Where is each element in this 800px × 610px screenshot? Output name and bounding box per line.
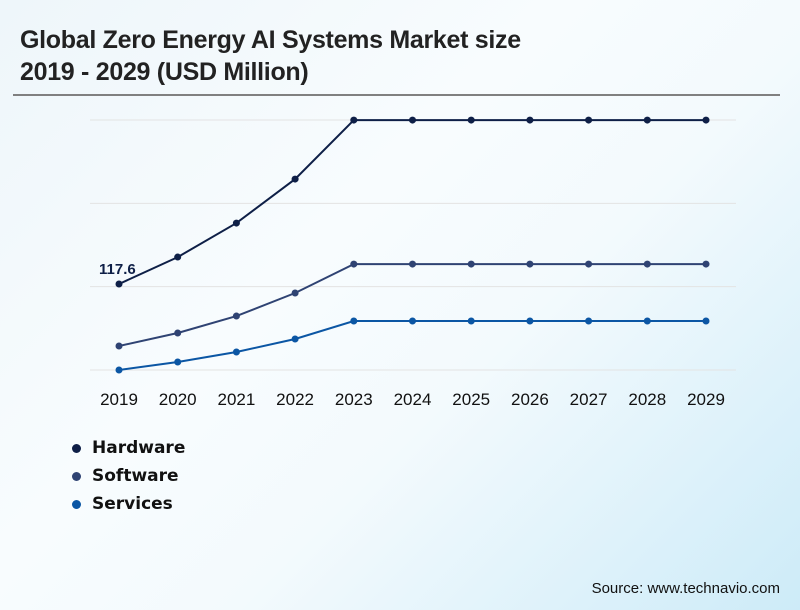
legend-item-services: Services xyxy=(72,490,185,518)
series-lines xyxy=(118,119,706,371)
data-point-services-2028 xyxy=(643,317,651,325)
data-point-services-2022 xyxy=(291,335,299,343)
series-line-software xyxy=(118,263,706,347)
data-point-software-2025 xyxy=(467,260,475,268)
data-point-hardware-2027 xyxy=(585,116,593,124)
x-tick-label: 2021 xyxy=(217,390,255,409)
data-point-services-2027 xyxy=(585,317,593,325)
data-point-hardware-2022 xyxy=(291,175,299,183)
data-point-services-2023 xyxy=(350,317,358,325)
chart-title: Global Zero Energy AI Systems Market siz… xyxy=(20,24,521,88)
legend-item-software: Software xyxy=(72,462,185,490)
data-point-software-2019 xyxy=(115,342,123,350)
data-point-software-2027 xyxy=(585,260,593,268)
source-note: Source: www.technavio.com xyxy=(591,580,780,597)
series-points xyxy=(115,116,710,374)
data-point-services-2019 xyxy=(115,366,123,374)
data-label: 117.6 xyxy=(99,261,136,278)
annotations: 117.6 xyxy=(99,261,136,278)
data-point-software-2020 xyxy=(174,329,182,337)
data-point-hardware-2020 xyxy=(174,253,182,261)
legend-marker-icon xyxy=(72,499,81,509)
data-point-services-2026 xyxy=(526,317,534,325)
gridlines xyxy=(90,119,736,371)
legend-item-hardware: Hardware xyxy=(72,434,185,462)
legend-label: Software xyxy=(92,466,179,486)
x-tick-label: 2029 xyxy=(687,390,725,409)
data-point-software-2026 xyxy=(526,260,534,268)
x-tick-label: 2019 xyxy=(100,390,138,409)
data-point-software-2022 xyxy=(291,289,299,297)
data-point-hardware-2021 xyxy=(232,219,240,227)
legend-marker-icon xyxy=(72,443,81,453)
series-line-services xyxy=(118,320,706,371)
x-axis-ticks: 2019 2020 2021 2022 2023 2024 2025 2026 2027 2028… xyxy=(100,390,725,409)
data-point-hardware-2028 xyxy=(643,116,651,124)
title-divider xyxy=(13,94,780,96)
legend: Hardware Software Services xyxy=(72,434,185,518)
data-point-services-2025 xyxy=(467,317,475,325)
data-point-services-2029 xyxy=(702,317,710,325)
data-point-software-2023 xyxy=(350,260,358,268)
legend-marker-icon xyxy=(72,471,81,481)
data-point-services-2021 xyxy=(232,348,240,356)
data-point-hardware-2023 xyxy=(350,116,358,124)
series-line-hardware xyxy=(118,119,706,285)
data-point-hardware-2026 xyxy=(526,116,534,124)
data-point-software-2024 xyxy=(409,260,416,268)
chart-title-line2: 2019 - 2029 (USD Million) xyxy=(20,58,309,86)
x-tick-label: 2027 xyxy=(570,390,608,409)
x-tick-label: 2023 xyxy=(335,390,373,409)
data-point-services-2020 xyxy=(174,358,182,366)
data-point-software-2028 xyxy=(643,260,651,268)
data-point-hardware-2024 xyxy=(409,116,416,124)
x-tick-label: 2022 xyxy=(276,390,314,409)
data-point-hardware-2019 xyxy=(115,280,123,288)
data-point-services-2024 xyxy=(409,317,416,325)
chart-title-line1: Global Zero Energy AI Systems Market siz… xyxy=(20,26,521,54)
x-tick-label: 2026 xyxy=(511,390,549,409)
data-point-hardware-2029 xyxy=(702,116,710,124)
x-tick-label: 2028 xyxy=(628,390,666,409)
data-point-software-2021 xyxy=(232,312,240,320)
legend-label: Hardware xyxy=(92,438,186,458)
x-tick-label: 2020 xyxy=(159,390,197,409)
data-point-software-2029 xyxy=(702,260,710,268)
data-point-hardware-2025 xyxy=(467,116,475,124)
x-tick-label: 2025 xyxy=(452,390,490,409)
x-tick-label: 2024 xyxy=(394,390,432,409)
legend-label: Services xyxy=(92,494,173,514)
